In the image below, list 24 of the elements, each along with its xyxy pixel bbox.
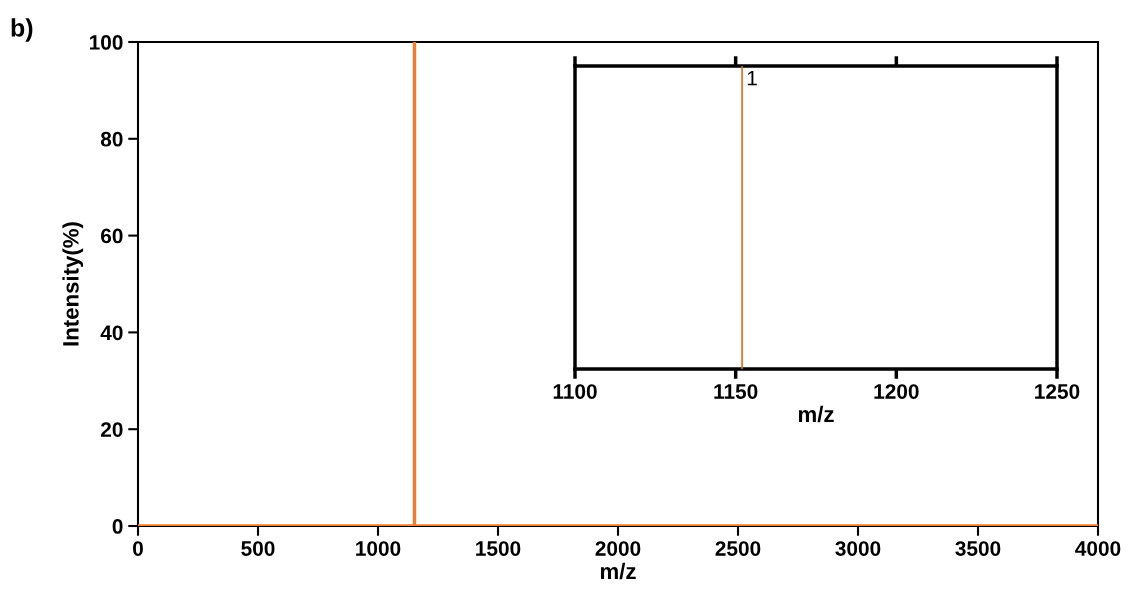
x-axis-title: m/z: [600, 562, 636, 580]
x-tick-label: 2000: [595, 541, 641, 556]
x-tick-label: 3500: [955, 541, 1001, 556]
x-tick-label: 0: [133, 541, 143, 556]
x-tick-label: 1000: [356, 541, 401, 556]
text: b): [11, 18, 33, 42]
y-tick-label: 20: [100, 422, 123, 437]
x-tick-label: 500: [241, 541, 275, 556]
x-tick-label: 1100: [553, 384, 597, 399]
y-tick-label: 80: [100, 131, 123, 147]
x-tick-label: 1200: [874, 384, 919, 399]
annotation: 1: [747, 70, 757, 86]
x-tick-label: 1250: [1035, 384, 1080, 399]
y-tick-label: 0: [112, 519, 123, 534]
y-tick-label: 100: [89, 35, 123, 50]
x-tick-label: 1500: [476, 541, 521, 556]
x-tick-label: 2500: [715, 541, 761, 556]
y-tick-label: 40: [100, 325, 123, 341]
x-tick-label: 3000: [835, 541, 881, 556]
x-tick-label: 1150: [714, 384, 758, 399]
x-axis-title: m/z: [798, 405, 834, 423]
y-tick-label: 60: [101, 228, 123, 244]
y-axis-title: Intensity(%): [62, 222, 84, 346]
x-tick-label: 4000: [1075, 541, 1121, 556]
